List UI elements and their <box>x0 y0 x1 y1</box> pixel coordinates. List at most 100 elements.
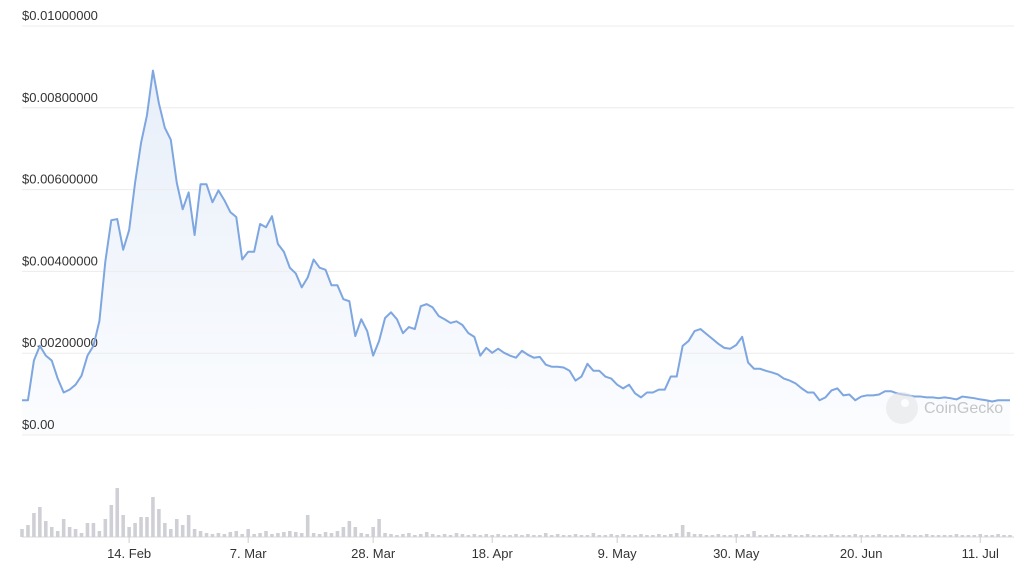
volume-bar <box>657 534 661 537</box>
volume-bar <box>782 535 786 537</box>
volume-bar <box>293 532 298 537</box>
x-tick-label: 30. May <box>713 546 760 561</box>
watermark: CoinGecko <box>886 392 1003 424</box>
volume-bar <box>901 534 905 537</box>
volume-bar <box>520 535 524 537</box>
volume-bar <box>514 534 518 537</box>
volume-bar <box>299 533 304 537</box>
volume-bar <box>276 533 280 537</box>
volume-bar <box>865 535 869 537</box>
volume-bar <box>704 535 709 537</box>
volume-bar <box>103 519 108 537</box>
volume-bar <box>799 535 804 537</box>
volume-bar <box>793 535 798 537</box>
volume-bar <box>55 531 60 537</box>
volume-bar <box>335 531 340 537</box>
volume-bar <box>460 534 465 537</box>
volume-bar <box>490 535 494 537</box>
volume-bar <box>978 534 983 537</box>
volume-bar <box>716 534 721 537</box>
volume-bar <box>180 525 185 537</box>
volume-bar <box>835 535 840 537</box>
y-tick-label: $0.00 <box>22 417 55 432</box>
volume-bar <box>680 525 685 537</box>
volume-bar <box>216 533 221 537</box>
volume-bar <box>817 535 822 537</box>
volume-bar <box>91 523 96 537</box>
volume-bar <box>639 534 643 537</box>
x-tick-label: 9. May <box>598 546 638 561</box>
y-tick-label: $0.00400000 <box>22 253 98 268</box>
volume-bar <box>811 535 816 537</box>
volume-bar <box>877 534 881 537</box>
volume-bar <box>79 533 84 537</box>
volume-bar <box>436 535 441 537</box>
volume-bar <box>73 529 78 537</box>
volume-bar <box>579 535 584 537</box>
watermark-logo-eye <box>901 399 909 407</box>
volume-bar <box>115 488 120 537</box>
volume-bar <box>752 531 756 537</box>
volume-bar <box>663 535 667 537</box>
volume-bar <box>603 535 608 537</box>
volume-bar <box>109 505 114 537</box>
volume-bar <box>686 532 691 537</box>
volume-bar <box>371 527 375 537</box>
volume-bar <box>829 534 834 537</box>
volume-bar <box>169 529 173 537</box>
volume-bar <box>186 515 191 537</box>
volume-bar <box>668 534 673 537</box>
volume-bar <box>317 534 322 537</box>
volume-bar <box>561 535 566 537</box>
volume-bar <box>764 535 768 537</box>
volume-bar <box>478 535 483 537</box>
volume-bar <box>930 535 935 537</box>
volume-bar <box>526 534 530 537</box>
volume-bar <box>44 521 48 537</box>
volume-bar <box>907 535 911 537</box>
volume-bar <box>389 534 393 537</box>
volume-bar <box>740 535 744 537</box>
volume-bar <box>585 535 590 537</box>
x-tick-label: 18. Apr <box>472 546 514 561</box>
volume-bar <box>448 535 453 537</box>
volume-bar <box>787 534 792 537</box>
volume-bar <box>401 534 405 537</box>
volume-bar <box>746 534 750 537</box>
volume-bar <box>38 507 42 537</box>
volume-bar <box>359 533 364 537</box>
y-tick-label: $0.00800000 <box>22 90 98 105</box>
volume-bar <box>311 533 316 537</box>
volume-bar <box>895 535 899 537</box>
volume-bar <box>532 535 536 537</box>
volume-bar <box>924 534 929 537</box>
volume-bar <box>841 535 846 537</box>
volume-bar <box>615 535 619 537</box>
volume-bar <box>627 535 631 537</box>
volume-bar <box>270 534 274 537</box>
volume-bar <box>645 535 649 537</box>
volume-bar <box>502 535 506 537</box>
volume-bar <box>912 535 917 537</box>
volume-bar <box>972 535 977 537</box>
volume-bar <box>823 535 828 537</box>
volume-bar <box>466 535 471 537</box>
volume-bar <box>305 515 310 537</box>
volume-bar <box>633 535 637 537</box>
volume-bar <box>984 535 988 537</box>
volume-bar <box>234 531 239 537</box>
volume-bar <box>151 497 155 537</box>
volume-bar <box>960 535 965 537</box>
volume-bar <box>341 527 346 537</box>
watermark-text: CoinGecko <box>924 400 1003 417</box>
volume-bar <box>567 535 572 537</box>
volume-bar <box>472 534 477 537</box>
price-line <box>22 69 1010 403</box>
volume-bar <box>395 535 399 537</box>
volume-bar <box>674 533 679 537</box>
volume-bar <box>222 534 227 537</box>
volume-bar <box>508 535 512 537</box>
volume-bar <box>163 523 167 537</box>
volume-bar <box>805 534 810 537</box>
